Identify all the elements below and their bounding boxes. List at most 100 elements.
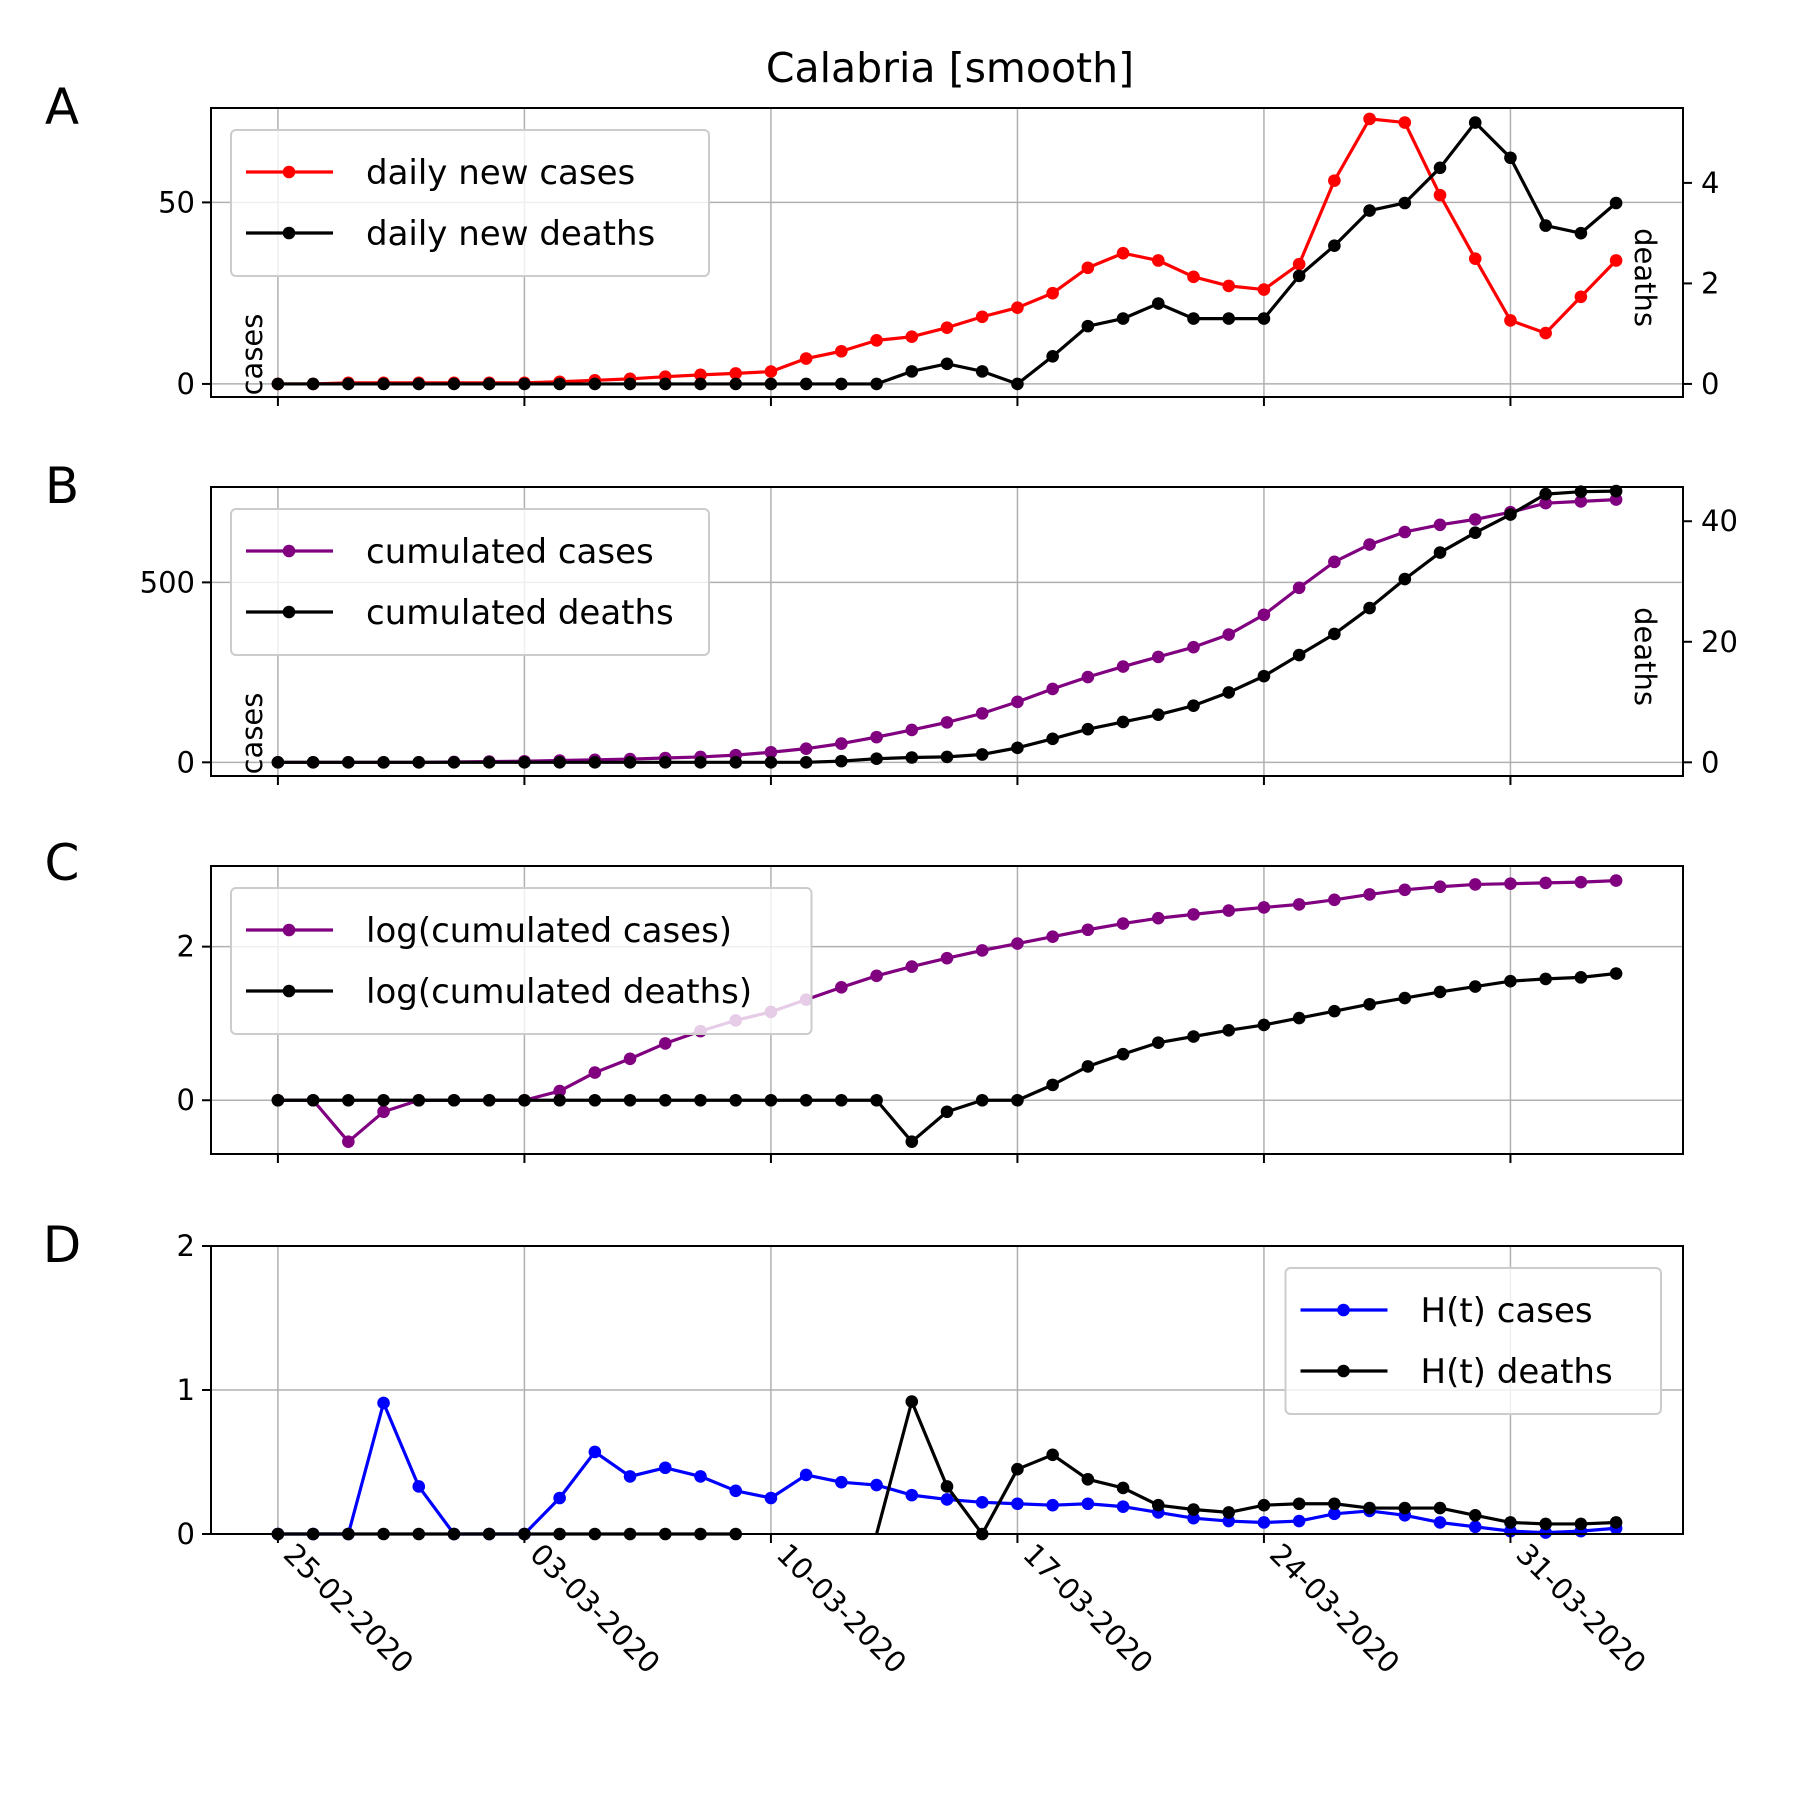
data-point (1151, 297, 1165, 310)
legend-marker (282, 984, 296, 998)
data-point (1011, 1462, 1024, 1476)
data-point (1468, 1508, 1482, 1522)
data-point (1398, 196, 1412, 210)
data-point (940, 1493, 954, 1506)
data-point (1539, 876, 1552, 890)
data-point (1539, 1517, 1552, 1531)
data-point (799, 377, 813, 391)
data-point (306, 1093, 320, 1107)
data-point (1257, 608, 1271, 622)
data-point (342, 377, 355, 391)
data-point (1504, 877, 1517, 890)
data-point (1539, 496, 1552, 510)
data-point (975, 1093, 989, 1107)
data-point (377, 1105, 390, 1119)
data-point (870, 377, 883, 391)
data-point (1328, 893, 1341, 907)
data-point (940, 951, 954, 965)
data-point (1292, 1011, 1306, 1025)
data-point (799, 352, 813, 365)
data-point (1011, 1093, 1024, 1107)
y-tick-label: 0 (177, 1083, 195, 1117)
data-point (1187, 270, 1200, 284)
data-point (1046, 1448, 1059, 1462)
data-point (1222, 628, 1236, 641)
data-point (1257, 283, 1271, 296)
data-point (1116, 715, 1130, 729)
legend-label: daily new deaths (366, 214, 655, 254)
data-point (1046, 930, 1059, 943)
data-point (1292, 648, 1306, 662)
axes-frame (210, 107, 1684, 398)
data-point (1222, 1506, 1236, 1519)
data-point (1609, 967, 1623, 980)
data-point (694, 377, 707, 391)
data-point (1081, 261, 1095, 275)
series-cumulated-deaths (271, 484, 1623, 769)
data-point (1046, 682, 1059, 696)
y2-axis-label: deaths (1628, 228, 1662, 327)
data-point (870, 1478, 883, 1492)
data-point (1046, 1498, 1059, 1512)
data-point (1187, 1511, 1200, 1525)
data-point (306, 756, 320, 769)
data-point (1081, 319, 1095, 333)
data-point (1328, 1497, 1341, 1511)
legend: cumulated cases cumulated deaths (230, 508, 710, 656)
data-point (1433, 985, 1447, 999)
data-point (1222, 279, 1236, 293)
data-point (835, 1475, 848, 1489)
data-point (482, 1093, 496, 1107)
data-point (1257, 1498, 1271, 1512)
data-point (764, 377, 778, 391)
legend-marker (282, 544, 296, 558)
axes-frame (210, 486, 1684, 777)
legend-label: log(cumulated cases) (366, 911, 732, 951)
series-log-cumulated-deaths- (271, 967, 1623, 1149)
panel-letter: C (45, 834, 80, 892)
data-point (905, 751, 919, 764)
data-point (694, 756, 707, 769)
data-point (1363, 112, 1376, 126)
data-point (1539, 1526, 1552, 1539)
data-point (553, 377, 566, 391)
data-point (412, 1093, 426, 1107)
data-point (870, 334, 883, 347)
data-point (342, 1135, 355, 1149)
data-point (1187, 1503, 1200, 1516)
data-point (518, 1093, 531, 1107)
data-point (1433, 188, 1447, 202)
data-point (447, 377, 461, 391)
data-point (1257, 1018, 1271, 1032)
data-point (1363, 1501, 1376, 1515)
data-point (1504, 1516, 1517, 1529)
y2-tick-label: 2 (1701, 266, 1719, 300)
data-point (447, 756, 461, 769)
data-point (1539, 219, 1552, 232)
data-point (1433, 161, 1447, 175)
data-point (1468, 980, 1482, 993)
y-tick-label: 50 (158, 185, 195, 219)
data-point (342, 756, 355, 769)
data-point (623, 1093, 637, 1107)
data-point (1609, 196, 1623, 210)
legend-marker (282, 605, 296, 619)
y-tick-label: 0 (177, 367, 195, 401)
data-point (1292, 898, 1306, 911)
data-point (1609, 254, 1623, 267)
legend-label: H(t) deaths (1421, 1352, 1613, 1392)
data-point (1609, 874, 1623, 887)
data-point (1292, 1497, 1306, 1511)
data-point (870, 730, 883, 744)
axes-frame (210, 865, 1684, 1155)
data-point (764, 365, 778, 378)
data-point (377, 756, 390, 769)
data-point (975, 1496, 989, 1509)
data-point (764, 1491, 778, 1505)
data-point (412, 1480, 426, 1493)
y2-tick-label: 40 (1701, 504, 1738, 538)
legend: daily new cases daily new deaths (230, 129, 710, 277)
data-point (623, 377, 637, 391)
data-point (1011, 937, 1024, 950)
